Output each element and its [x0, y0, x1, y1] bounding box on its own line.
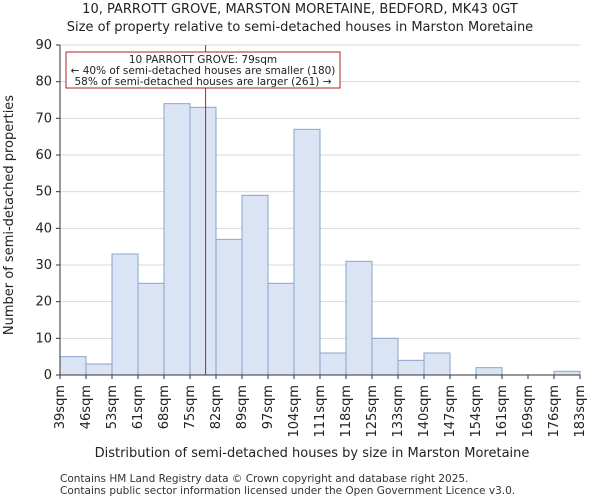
y-tick-label: 80 — [35, 75, 52, 90]
x-tick-label: 89sqm — [235, 385, 250, 429]
y-tick-label: 10 — [35, 331, 52, 346]
chart-title: 10, PARROTT GROVE, MARSTON MORETAINE, BE… — [82, 2, 518, 17]
histogram-bar — [397, 359, 425, 376]
y-tick-label: 60 — [35, 148, 52, 163]
y-tick-label: 70 — [35, 111, 52, 126]
histogram-bar — [371, 337, 399, 376]
x-tick-label: 133sqm — [391, 385, 406, 438]
histogram-bar — [111, 253, 139, 376]
histogram-bar — [293, 128, 321, 376]
x-tick-label: 97sqm — [261, 385, 276, 429]
annotation-line-2: ← 40% of semi-detached houses are smalle… — [71, 65, 336, 77]
x-tick-label: 118sqm — [339, 385, 354, 438]
x-tick-label: 68sqm — [157, 385, 172, 429]
y-tick-label: 0 — [44, 368, 52, 383]
histogram-bar — [215, 238, 243, 376]
histogram-bar — [553, 370, 581, 376]
annotation-line-1: 10 PARROTT GROVE: 79sqm — [129, 54, 277, 66]
y-tick-label: 20 — [35, 295, 52, 310]
x-tick-label: 169sqm — [521, 385, 536, 438]
y-tick-label: 50 — [35, 185, 52, 200]
histogram-bar — [319, 352, 347, 376]
y-tick-label: 40 — [35, 221, 52, 236]
y-axis-label: Number of semi-detached properties — [2, 95, 17, 335]
annotation-box — [65, 51, 341, 89]
x-tick-label: 111sqm — [313, 385, 328, 438]
x-tick-label: 53sqm — [105, 385, 120, 429]
x-tick-label: 161sqm — [495, 385, 510, 438]
x-tick-label: 46sqm — [79, 385, 94, 429]
x-tick-label: 104sqm — [287, 385, 302, 438]
x-tick-label: 154sqm — [469, 385, 484, 438]
histogram-bar — [241, 194, 269, 376]
x-tick-label: 82sqm — [209, 385, 224, 429]
histogram-bar — [345, 260, 373, 376]
histogram-bar — [85, 363, 113, 376]
footer-attribution-1: Contains HM Land Registry data © Crown c… — [60, 473, 469, 485]
histogram-bar — [137, 282, 165, 376]
x-tick-label: 176sqm — [547, 385, 562, 438]
x-tick-label: 61sqm — [131, 385, 146, 429]
histogram-bar — [423, 352, 451, 376]
y-tick-label: 90 — [35, 38, 52, 53]
x-tick-label: 140sqm — [417, 385, 432, 438]
x-tick-label: 39sqm — [53, 385, 68, 429]
footer-attribution-2: Contains public sector information licen… — [60, 485, 516, 497]
histogram-bar — [163, 103, 191, 376]
y-tick-label: 30 — [35, 258, 52, 273]
histogram-bar — [267, 282, 295, 376]
x-tick-label: 125sqm — [365, 385, 380, 438]
chart-subtitle: Size of property relative to semi-detach… — [66, 20, 534, 35]
x-tick-label: 183sqm — [573, 385, 588, 438]
histogram-bar — [59, 356, 87, 376]
x-axis-label: Distribution of semi-detached houses by … — [95, 446, 530, 461]
histogram-bar — [189, 106, 217, 376]
histogram-bar — [475, 367, 503, 376]
annotation-line-3: 58% of semi-detached houses are larger (… — [75, 76, 332, 88]
x-tick-label: 75sqm — [183, 385, 198, 429]
x-tick-label: 147sqm — [443, 385, 458, 438]
